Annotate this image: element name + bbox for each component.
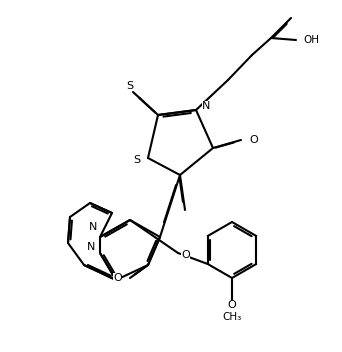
Text: S: S [127,81,134,91]
Text: O: O [181,250,190,260]
Text: N: N [87,242,95,252]
Text: N: N [89,222,97,232]
Text: S: S [133,155,140,165]
Text: O: O [113,273,122,283]
Text: O: O [249,135,258,145]
Text: CH₃: CH₃ [222,312,242,322]
Text: O: O [228,300,236,310]
Text: N: N [202,101,210,111]
Text: OH: OH [303,35,319,45]
